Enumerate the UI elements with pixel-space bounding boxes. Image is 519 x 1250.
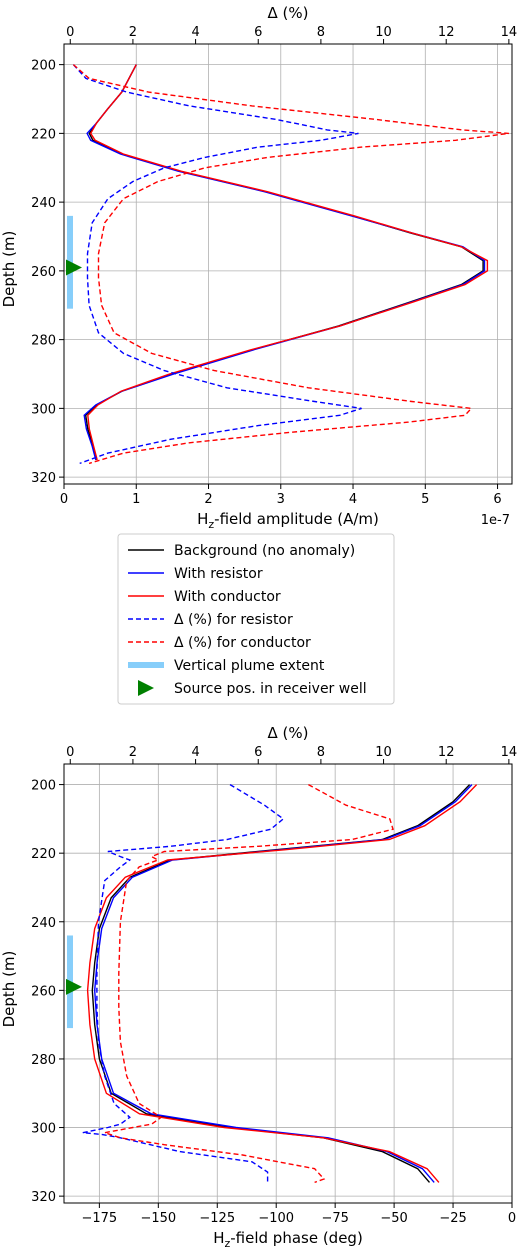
y-tick-label: 200 <box>31 59 56 74</box>
phase-y-axis-label: Depth (m) <box>0 951 18 1028</box>
amplitude-series-delta-resistor <box>72 64 362 465</box>
x-tick-label: −25 <box>439 1211 466 1226</box>
top-tick-label: 12 <box>438 25 455 40</box>
y-tick-label: 200 <box>31 779 56 794</box>
y-tick-label: 300 <box>31 1122 56 1137</box>
top-tick-label: 0 <box>66 25 74 40</box>
top-tick-label: 2 <box>129 745 137 760</box>
phase-series-delta-conductor <box>104 783 394 1184</box>
amplitude-series-conductor <box>87 64 489 461</box>
legend-label-conductor: With conductor <box>174 589 281 605</box>
phase-series-conductor <box>86 784 478 1183</box>
legend-label-delta-conductor: Δ (%) for conductor <box>174 635 311 651</box>
x-tick-label: 4 <box>349 492 357 507</box>
x-tick-label: 0 <box>60 492 68 507</box>
plot-frame <box>63 763 513 1204</box>
plot-frame <box>63 43 513 485</box>
top-tick-label: 4 <box>191 25 199 40</box>
top-tick-label: 12 <box>438 745 455 760</box>
top-tick-label: 14 <box>501 745 518 760</box>
top-tick-label: 0 <box>66 745 74 760</box>
phase-series-background <box>91 784 471 1183</box>
amplitude-series-delta-conductor <box>72 64 509 465</box>
x-tick-label: 1 <box>132 492 140 507</box>
y-tick-label: 300 <box>31 402 56 417</box>
legend-label-plume: Vertical plume extent <box>174 658 325 674</box>
top-tick-label: 10 <box>375 25 392 40</box>
top-tick-label: 4 <box>191 745 199 760</box>
top-tick-label: 6 <box>254 25 262 40</box>
legend-swatch-source <box>138 680 154 696</box>
y-tick-label: 240 <box>31 916 56 931</box>
top-tick-label: 8 <box>317 745 325 760</box>
legend-label-background: Background (no anomaly) <box>174 543 355 559</box>
phase-panel: Δ (%) Depth (m) Hz-field phase (deg) −17… <box>0 724 517 1250</box>
source-position-marker <box>66 259 82 276</box>
x-tick-label: −175 <box>82 1211 118 1226</box>
top-tick-label: 8 <box>317 25 325 40</box>
x-tick-label: −75 <box>321 1211 348 1226</box>
top-tick-label: 2 <box>129 25 137 40</box>
amplitude-x-axis-label: Hz-field amplitude (A/m) <box>197 510 379 531</box>
x-tick-label: −50 <box>380 1211 407 1226</box>
y-tick-label: 320 <box>31 1190 56 1205</box>
legend-label-source: Source pos. in receiver well <box>174 681 367 697</box>
y-tick-label: 260 <box>31 984 56 999</box>
y-tick-label: 280 <box>31 334 56 349</box>
y-tick-label: 220 <box>31 847 56 862</box>
x-tick-label: 3 <box>277 492 285 507</box>
x-tick-label: −125 <box>199 1211 235 1226</box>
x-tick-label: 0 <box>508 1211 516 1226</box>
phase-top-axis-label: Δ (%) <box>268 724 309 742</box>
y-tick-label: 260 <box>31 265 56 280</box>
y-tick-label: 280 <box>31 1053 56 1068</box>
top-tick-label: 14 <box>501 25 518 40</box>
top-tick-label: 6 <box>254 745 262 760</box>
x-tick-label: −100 <box>258 1211 294 1226</box>
x-tick-label: 2 <box>204 492 212 507</box>
y-tick-label: 320 <box>31 471 56 486</box>
legend-label-resistor: With resistor <box>174 566 263 582</box>
x-tick-label: 6 <box>493 492 501 507</box>
legend-frame <box>117 533 395 705</box>
phase-series-delta-resistor <box>82 783 285 1183</box>
x-tick-label: 5 <box>421 492 429 507</box>
legend-swatch-plume <box>128 662 164 668</box>
phase-x-axis-label: Hz-field phase (deg) <box>213 1229 363 1250</box>
amplitude-y-axis-label: Depth (m) <box>0 231 18 308</box>
legend-label-delta-resistor: Δ (%) for resistor <box>174 612 293 628</box>
legend: Background (no anomaly) With resistor With… <box>117 533 395 705</box>
y-tick-label: 240 <box>31 196 56 211</box>
x-tick-label: −150 <box>140 1211 176 1226</box>
top-tick-label: 10 <box>375 745 392 760</box>
amplitude-series-resistor <box>83 64 486 461</box>
y-tick-label: 220 <box>31 127 56 142</box>
source-position-marker <box>66 978 82 995</box>
amplitude-series-background <box>84 64 484 461</box>
amplitude-top-axis-label: Δ (%) <box>268 4 309 22</box>
amplitude-offset-text: 1e-7 <box>481 513 510 528</box>
amplitude-panel: Δ (%) Depth (m) Hz-field amplitude (A/m)… <box>0 4 517 531</box>
